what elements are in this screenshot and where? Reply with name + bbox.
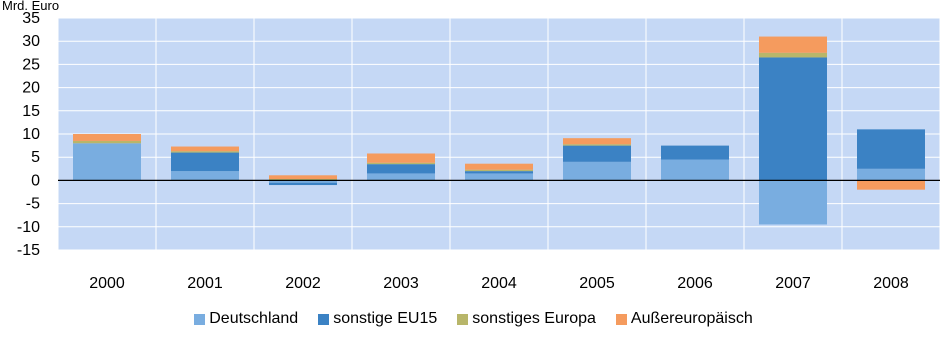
x-tick-label: 2007 [775,275,811,292]
bar-segment-2004-series-2 [465,169,533,172]
bar-segment-2007-series-2 [759,52,827,58]
x-tick-label: 2000 [89,275,125,292]
x-axis-ticks: 2000 2001 2002 2003 2004 2005 2006 2007 2008 [89,275,909,292]
legend-swatch [194,313,206,325]
bar-segment-2000-series-2 [73,140,141,144]
bar-segment-2006-series-0 [661,159,729,181]
bars [73,36,925,225]
bar-segment-2002-series-2 [269,179,337,181]
bar-segment-2004-series-0 [465,173,533,181]
legend-item: sonstige EU15 [318,310,437,328]
y-tick-label: 10 [22,126,40,143]
x-tick-label: 2005 [579,275,615,292]
bar-segment-2004-series-3 [465,163,533,170]
y-tick-label: 35 [22,10,40,27]
legend-swatch [615,313,627,325]
legend: Deutschland sonstige EU15 sonstiges Europa… [0,304,947,334]
y-tick-label: 30 [22,33,40,50]
bar-segment-2008-series-1 [857,129,925,169]
y-tick-label: 20 [22,80,40,97]
legend-label: Außereuropäisch [630,310,753,327]
y-axis-ticks: 35 30 25 20 15 10 5 0 -5 -10 -15 [17,10,40,259]
bar-segment-2006-series-1 [661,145,729,160]
bar-segment-2003-series-0 [367,173,435,181]
bar-segment-2003-series-1 [367,164,435,174]
bar-segment-2008-series-3 [857,180,925,190]
legend-item: Deutschland [194,310,298,328]
x-tick-label: 2006 [677,275,713,292]
legend-swatch [318,313,330,325]
bar-segment-2001-series-1 [171,152,239,172]
y-tick-label: -10 [17,219,40,236]
legend-item: sonstiges Europa [457,310,596,328]
bar-segment-2002-series-0 [269,180,337,183]
x-tick-label: 2008 [873,275,909,292]
y-tick-label: 5 [31,149,40,166]
y-tick-label: 25 [22,56,40,73]
bar-segment-2003-series-3 [367,153,435,163]
legend-label: Deutschland [209,310,299,327]
bar-segment-2000-series-0 [73,143,141,181]
legend-item: Außereuropäisch [615,310,753,328]
bar-segment-2001-series-2 [171,151,239,153]
legend-label: sonstige EU15 [333,310,438,327]
bar-segment-2002-series-3 [269,175,337,180]
top-left-label: Mrd. Euro [2,0,59,13]
y-tick-label: 15 [22,103,40,120]
bar-segment-2005-series-1 [563,145,631,162]
x-tick-label: 2002 [285,275,321,292]
y-tick-label: -15 [17,242,40,259]
bar-segment-2005-series-0 [563,161,631,181]
bar-segment-2008-series-0 [857,168,925,181]
bar-segment-2004-series-1 [465,171,533,174]
y-tick-label: -5 [26,196,40,213]
bar-segment-2005-series-3 [563,138,631,145]
bar-segment-2001-series-3 [171,146,239,152]
bar-segment-2003-series-2 [367,162,435,165]
x-tick-label: 2003 [383,275,419,292]
bar-segment-2005-series-2 [563,144,631,146]
bar-segment-2007-series-0 [759,180,827,225]
x-tick-label: 2001 [187,275,223,292]
bar-segment-2007-series-1 [759,57,827,181]
bar-segment-2007-series-3 [759,36,827,53]
bar-segment-2000-series-3 [73,134,141,141]
bar-segment-2002-series-1 [269,182,337,186]
x-tick-label: 2004 [481,275,517,292]
legend-label: sonstiges Europa [472,310,596,327]
y-tick-label: 0 [31,172,40,189]
legend-swatch [457,313,469,325]
bar-segment-2001-series-0 [171,171,239,181]
